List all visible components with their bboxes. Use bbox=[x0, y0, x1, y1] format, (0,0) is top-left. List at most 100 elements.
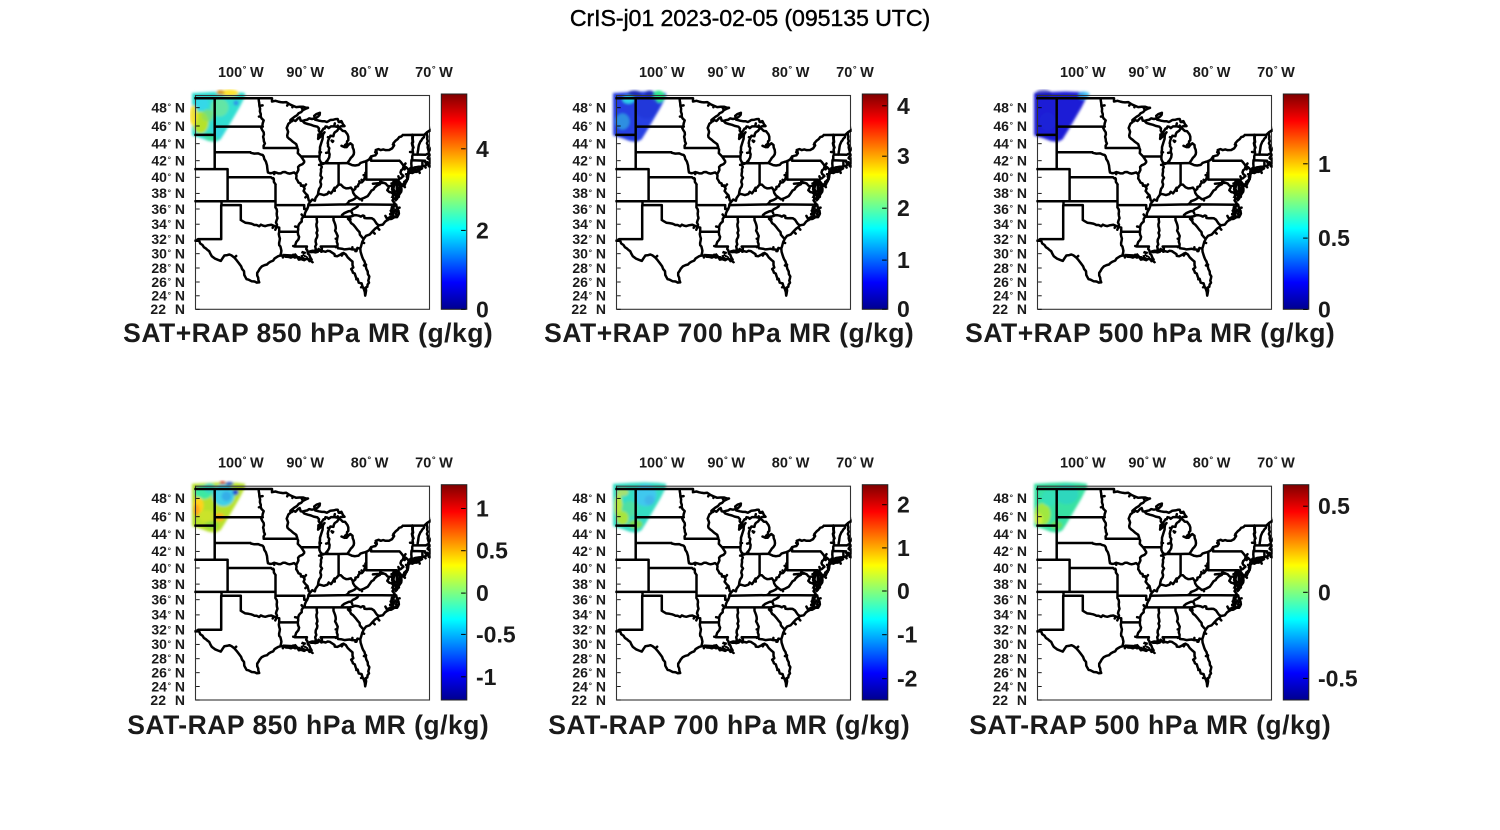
svg-text:34°N: 34° N bbox=[572, 216, 606, 232]
svg-text:90°W: 90° W bbox=[707, 64, 745, 81]
svg-text:36°N: 36° N bbox=[151, 592, 185, 608]
svg-text:22N: 22 N bbox=[150, 692, 185, 708]
svg-text:22N: 22 N bbox=[150, 301, 185, 317]
svg-text:4: 4 bbox=[897, 93, 910, 119]
svg-text:48°N: 48° N bbox=[572, 490, 606, 506]
svg-text:22N: 22 N bbox=[571, 301, 606, 317]
svg-text:80°W: 80° W bbox=[1193, 64, 1231, 81]
svg-text:26°N: 26° N bbox=[151, 274, 185, 290]
svg-text:-0.5: -0.5 bbox=[1318, 665, 1358, 691]
svg-text:90°W: 90° W bbox=[1128, 64, 1166, 81]
svg-text:2: 2 bbox=[897, 492, 910, 518]
svg-text:24°N: 24° N bbox=[151, 678, 185, 694]
svg-text:32°N: 32° N bbox=[993, 231, 1027, 247]
svg-text:34°N: 34° N bbox=[151, 216, 185, 232]
svg-text:42°N: 42° N bbox=[993, 153, 1027, 169]
svg-text:28°N: 28° N bbox=[572, 260, 606, 276]
svg-text:100°W: 100° W bbox=[639, 64, 685, 81]
svg-text:46°N: 46° N bbox=[151, 509, 185, 525]
svg-text:70°W: 70° W bbox=[415, 64, 453, 81]
svg-text:30°N: 30° N bbox=[151, 246, 185, 262]
svg-text:40°N: 40° N bbox=[151, 560, 185, 576]
svg-text:28°N: 28° N bbox=[993, 260, 1027, 276]
svg-text:90°W: 90° W bbox=[1128, 455, 1166, 472]
svg-text:34°N: 34° N bbox=[993, 607, 1027, 623]
svg-text:SAT-RAP 700 hPa MR (g/kg): SAT-RAP 700 hPa MR (g/kg) bbox=[548, 710, 910, 740]
svg-text:26°N: 26° N bbox=[572, 274, 606, 290]
svg-text:4: 4 bbox=[476, 136, 489, 162]
svg-text:70°W: 70° W bbox=[836, 64, 874, 81]
svg-text:46°N: 46° N bbox=[993, 118, 1027, 134]
svg-text:0: 0 bbox=[476, 580, 489, 606]
svg-text:24°N: 24° N bbox=[993, 288, 1027, 304]
svg-text:40°N: 40° N bbox=[993, 560, 1027, 576]
svg-text:26°N: 26° N bbox=[572, 665, 606, 681]
svg-text:28°N: 28° N bbox=[151, 260, 185, 276]
svg-text:80°W: 80° W bbox=[351, 64, 389, 81]
svg-text:0: 0 bbox=[1318, 296, 1331, 322]
svg-text:3: 3 bbox=[897, 143, 910, 169]
svg-text:44°N: 44° N bbox=[993, 526, 1027, 542]
svg-text:1: 1 bbox=[1318, 151, 1331, 177]
svg-text:32°N: 32° N bbox=[151, 622, 185, 638]
svg-text:34°N: 34° N bbox=[151, 607, 185, 623]
svg-text:26°N: 26° N bbox=[993, 274, 1027, 290]
svg-text:34°N: 34° N bbox=[572, 607, 606, 623]
svg-text:40°N: 40° N bbox=[572, 560, 606, 576]
svg-text:42°N: 42° N bbox=[151, 153, 185, 169]
svg-text:1: 1 bbox=[897, 535, 910, 561]
svg-text:SAT-RAP 500 hPa MR (g/kg): SAT-RAP 500 hPa MR (g/kg) bbox=[969, 710, 1331, 740]
svg-text:-2: -2 bbox=[897, 666, 917, 692]
svg-text:80°W: 80° W bbox=[772, 64, 810, 81]
svg-text:24°N: 24° N bbox=[993, 678, 1027, 694]
svg-text:2: 2 bbox=[897, 195, 910, 221]
svg-text:CrIS-j01 2023-02-05 (095135 UT: CrIS-j01 2023-02-05 (095135 UTC) bbox=[570, 5, 930, 31]
svg-text:44°N: 44° N bbox=[151, 526, 185, 542]
svg-text:44°N: 44° N bbox=[151, 136, 185, 152]
svg-text:70°W: 70° W bbox=[836, 455, 874, 472]
svg-text:38°N: 38° N bbox=[151, 576, 185, 592]
svg-text:48°N: 48° N bbox=[572, 100, 606, 116]
svg-text:100°W: 100° W bbox=[1060, 455, 1106, 472]
svg-text:38°N: 38° N bbox=[572, 185, 606, 201]
svg-text:2: 2 bbox=[476, 217, 489, 243]
svg-text:36°N: 36° N bbox=[993, 592, 1027, 608]
svg-text:42°N: 42° N bbox=[993, 543, 1027, 559]
svg-text:42°N: 42° N bbox=[572, 153, 606, 169]
svg-text:28°N: 28° N bbox=[151, 651, 185, 667]
svg-text:46°N: 46° N bbox=[572, 118, 606, 134]
svg-text:100°W: 100° W bbox=[1060, 64, 1106, 81]
svg-text:36°N: 36° N bbox=[993, 201, 1027, 217]
svg-text:44°N: 44° N bbox=[572, 526, 606, 542]
svg-text:26°N: 26° N bbox=[151, 665, 185, 681]
svg-text:30°N: 30° N bbox=[993, 246, 1027, 262]
svg-text:38°N: 38° N bbox=[572, 576, 606, 592]
svg-text:-1: -1 bbox=[897, 622, 918, 648]
svg-text:80°W: 80° W bbox=[1193, 455, 1231, 472]
svg-text:44°N: 44° N bbox=[993, 136, 1027, 152]
svg-text:70°W: 70° W bbox=[1257, 64, 1295, 81]
svg-text:38°N: 38° N bbox=[993, 185, 1027, 201]
svg-text:100°W: 100° W bbox=[639, 455, 685, 472]
svg-text:34°N: 34° N bbox=[993, 216, 1027, 232]
svg-text:28°N: 28° N bbox=[572, 651, 606, 667]
svg-text:SAT+RAP 850 hPa MR (g/kg): SAT+RAP 850 hPa MR (g/kg) bbox=[123, 318, 493, 348]
svg-text:44°N: 44° N bbox=[572, 136, 606, 152]
svg-text:0.5: 0.5 bbox=[1318, 225, 1350, 251]
svg-text:42°N: 42° N bbox=[151, 543, 185, 559]
svg-text:38°N: 38° N bbox=[993, 576, 1027, 592]
svg-text:36°N: 36° N bbox=[151, 201, 185, 217]
svg-text:SAT-RAP 850 hPa MR (g/kg): SAT-RAP 850 hPa MR (g/kg) bbox=[127, 710, 489, 740]
svg-text:22N: 22 N bbox=[571, 692, 606, 708]
svg-text:90°W: 90° W bbox=[707, 455, 745, 472]
svg-text:46°N: 46° N bbox=[151, 118, 185, 134]
svg-text:28°N: 28° N bbox=[993, 651, 1027, 667]
svg-text:24°N: 24° N bbox=[151, 288, 185, 304]
svg-text:1: 1 bbox=[897, 247, 910, 273]
svg-text:32°N: 32° N bbox=[572, 231, 606, 247]
svg-text:0: 0 bbox=[897, 578, 910, 604]
svg-text:22N: 22 N bbox=[992, 692, 1027, 708]
svg-text:80°W: 80° W bbox=[772, 455, 810, 472]
svg-text:22N: 22 N bbox=[992, 301, 1027, 317]
svg-text:70°W: 70° W bbox=[1257, 455, 1295, 472]
